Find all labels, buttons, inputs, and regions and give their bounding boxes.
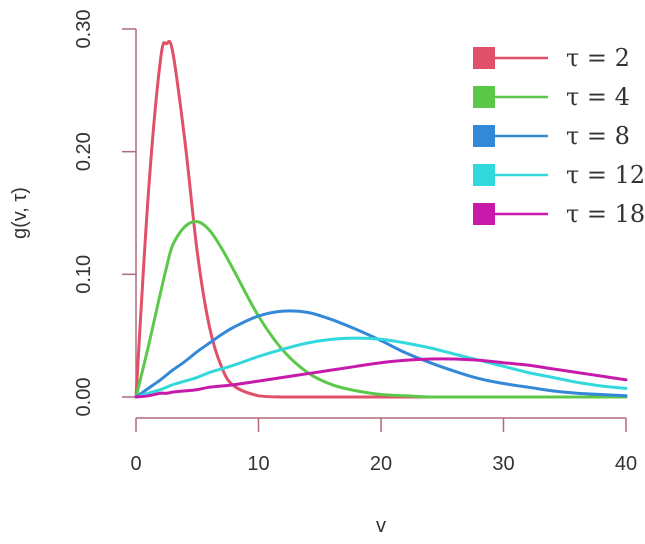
legend-label: τ = 4 [566,83,630,111]
legend-label: τ = 18 [566,200,645,228]
series-line-4 [134,336,628,399]
x-tick-label: 20 [370,453,392,475]
legend-label: τ = 8 [566,122,630,150]
y-tick-label: 0.10 [73,255,95,294]
x-tick-label: 30 [492,453,514,475]
series-line-3 [134,309,628,399]
legend: τ = 2 τ = 4 τ = 8 τ = 12 τ = 18 [473,44,645,228]
legend-swatch [473,47,495,69]
x-axis-title: v [376,515,386,537]
legend-label: τ = 2 [566,44,630,72]
series-lines [134,39,628,399]
x-tick-label: 40 [615,453,637,475]
y-tick-label: 0.00 [73,378,95,417]
series-line-2 [134,219,628,399]
legend-label: τ = 12 [566,161,645,189]
y-tick-label: 0.30 [73,10,95,49]
y-axis-ticks: 0.00 0.10 0.20 0.30 [73,10,136,417]
x-tick-label: 0 [130,453,141,475]
legend-swatch [473,203,495,225]
legend-swatch [473,164,495,186]
x-tick-label: 10 [247,453,269,475]
y-tick-label: 0.20 [73,132,95,171]
legend-swatch [473,86,495,108]
series-line-5 [134,357,628,399]
legend-swatch [473,125,495,147]
axes [135,29,626,419]
y-axis-title: g(v, τ) [9,187,31,239]
x-axis-ticks: 0 10 20 30 40 [130,418,637,475]
